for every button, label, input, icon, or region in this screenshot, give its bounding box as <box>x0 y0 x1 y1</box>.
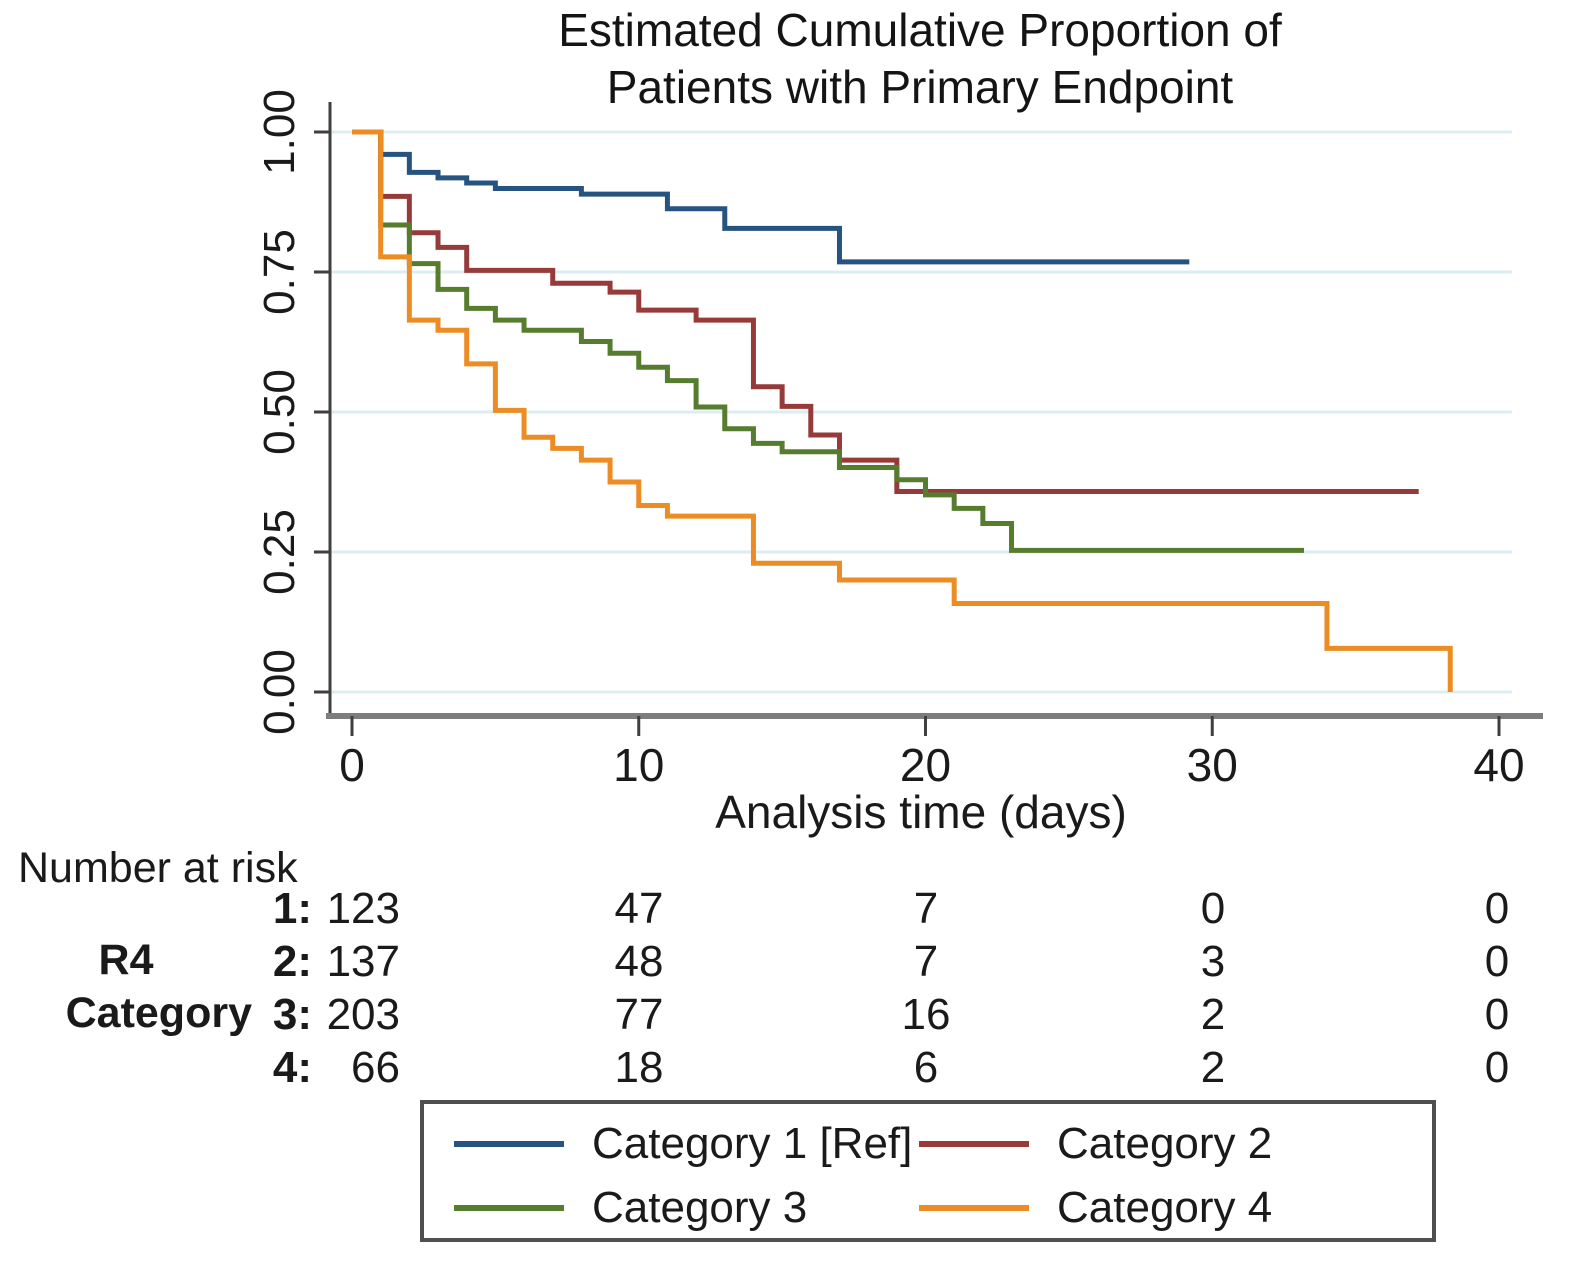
x-tick-label: 30 <box>1187 739 1238 791</box>
category-2-line-swatch <box>919 1141 1029 1147</box>
risk-value: 137 <box>326 937 400 986</box>
y-tick-label: 1.00 <box>255 89 304 175</box>
risk-value: 0 <box>1200 884 1226 933</box>
y-tick-label: 0.75 <box>255 229 304 315</box>
x-tick-label: 40 <box>1473 739 1524 791</box>
y-tick-label: 0.50 <box>255 369 304 455</box>
risk-value: 0 <box>1484 937 1510 986</box>
category-4-line-swatch <box>919 1205 1029 1211</box>
risk-value: 123 <box>326 884 400 933</box>
risk-value: 7 <box>913 884 939 933</box>
risk-row-label: 1: <box>272 884 312 933</box>
series-line-3 <box>352 129 1305 553</box>
risk-value: 18 <box>614 1043 664 1092</box>
risk-row-label: 2: <box>272 937 312 986</box>
risk-value: 0 <box>1484 990 1510 1039</box>
legend-item-category-1: Category 1 [Ref] <box>454 1116 912 1172</box>
legend: Category 1 [Ref] Category 2 Category 3 C… <box>420 1100 1436 1242</box>
risk-value: 47 <box>614 884 664 933</box>
legend-label: Category 4 <box>1057 1183 1273 1232</box>
y-tick-label: 0.00 <box>255 649 304 735</box>
series-line-2 <box>352 129 1419 495</box>
risk-value: 2 <box>1200 990 1226 1039</box>
risk-value: 3 <box>1200 937 1226 986</box>
legend-item-category-2: Category 2 <box>919 1116 1272 1172</box>
x-axis-title: Analysis time (days) <box>715 786 1127 838</box>
category-3-line-swatch <box>454 1205 564 1211</box>
chart-title: Estimated Cumulative Proportion of Patie… <box>300 2 1540 116</box>
series-line-4 <box>352 129 1453 692</box>
chart-title-line2: Patients with Primary Endpoint <box>606 61 1234 113</box>
risk-value: 0 <box>1484 1043 1510 1092</box>
risk-value: 77 <box>614 990 664 1039</box>
risk-group-label-category: Category <box>65 989 252 1037</box>
risk-value: 6 <box>913 1043 939 1092</box>
legend-label: Category 2 <box>1057 1119 1273 1168</box>
risk-group-label-r4: R4 <box>98 936 154 984</box>
risk-value: 203 <box>326 990 400 1039</box>
legend-item-category-4: Category 4 <box>919 1180 1272 1236</box>
risk-table-header: Number at risk <box>18 844 298 892</box>
km-survival-chart: 1.00 0.75 0.50 0.25 0.00 0 10 20 30 40 Analysis ti… <box>255 89 1543 838</box>
risk-value: 16 <box>901 990 951 1039</box>
legend-label: Category 3 <box>592 1183 808 1232</box>
y-tick-label: 0.25 <box>255 509 304 595</box>
risk-row-label: 4: <box>272 1043 312 1092</box>
risk-value: 48 <box>614 937 664 986</box>
risk-value: 7 <box>913 937 939 986</box>
category-1-line-swatch <box>454 1141 564 1147</box>
risk-value: 0 <box>1484 884 1510 933</box>
risk-row-label: 3: <box>272 990 312 1039</box>
chart-title-line1: Estimated Cumulative Proportion of <box>558 4 1282 56</box>
x-tick-label: 20 <box>900 739 951 791</box>
risk-value: 66 <box>351 1043 400 1092</box>
x-tick-label: 10 <box>613 739 664 791</box>
risk-value: 2 <box>1200 1043 1226 1092</box>
series-line-1 <box>352 129 1190 265</box>
legend-label: Category 1 [Ref] <box>592 1119 913 1168</box>
legend-item-category-3: Category 3 <box>454 1180 807 1236</box>
x-tick-label: 0 <box>339 739 365 791</box>
